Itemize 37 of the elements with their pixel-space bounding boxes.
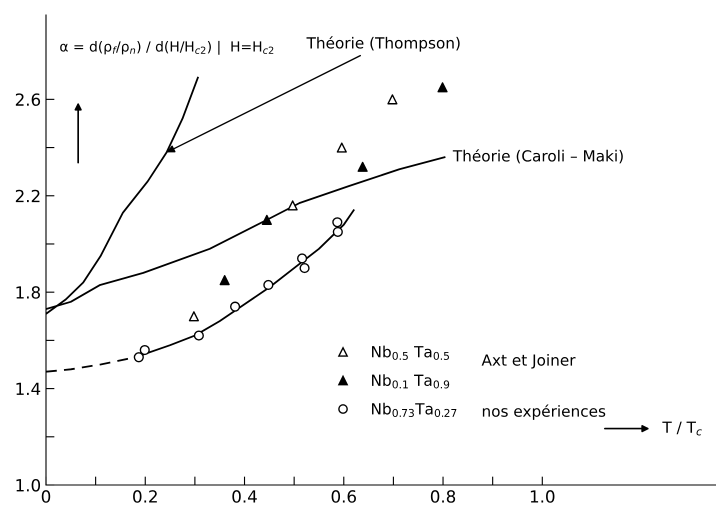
point <box>140 344 150 356</box>
y-tick-label: 1.4 <box>16 382 40 395</box>
y-tick-label: 2.2 <box>16 190 40 202</box>
point <box>134 352 144 362</box>
legend-label: Nb$_{0.73}$Ta$_{0.27}$ <box>372 402 456 418</box>
point <box>288 200 298 210</box>
annotation: nos expériences <box>482 404 606 420</box>
point <box>387 94 398 104</box>
x-tick-label: 1.0 <box>530 490 554 503</box>
x-axis-title: T / T$_{c}$ <box>662 422 702 436</box>
y-tick-label: 1.0 <box>16 478 40 492</box>
annotation: Théorie (Thompson) <box>306 36 460 52</box>
x-tick-label: 0.8 <box>430 490 456 503</box>
point <box>220 275 230 286</box>
legend-label: Nb$_{0.1}$ Ta$_{0.9}$ <box>372 374 450 388</box>
x-tick-label: 0.4 <box>232 490 257 503</box>
x-tick-label: 0.2 <box>133 490 157 503</box>
y-axis-title: α = d(ρ$_{f}$/ρ$_{n}$) / d(H/H$_{c2}$) | H=H$_{c2}$ <box>60 40 274 55</box>
x-tick-label: 0.6 <box>332 490 356 503</box>
legend-label: Nb$_{0.5}$ Ta$_{0.5}$ <box>372 346 449 360</box>
point <box>437 82 448 92</box>
point <box>194 330 204 341</box>
point <box>263 280 274 290</box>
point <box>230 302 240 312</box>
y-tick-label: 1.8 <box>16 286 40 299</box>
point <box>299 262 310 274</box>
point <box>358 162 368 172</box>
point <box>336 142 347 153</box>
point <box>297 253 308 264</box>
point <box>332 217 342 228</box>
point <box>188 311 199 322</box>
point <box>262 214 272 225</box>
annotation: Axt et Joiner <box>482 354 576 369</box>
point <box>332 226 343 238</box>
annotation: Théorie (Caroli – Maki) <box>452 149 623 164</box>
y-tick-label: 2.6 <box>16 93 40 106</box>
x-tick-label: 0 <box>42 490 50 503</box>
